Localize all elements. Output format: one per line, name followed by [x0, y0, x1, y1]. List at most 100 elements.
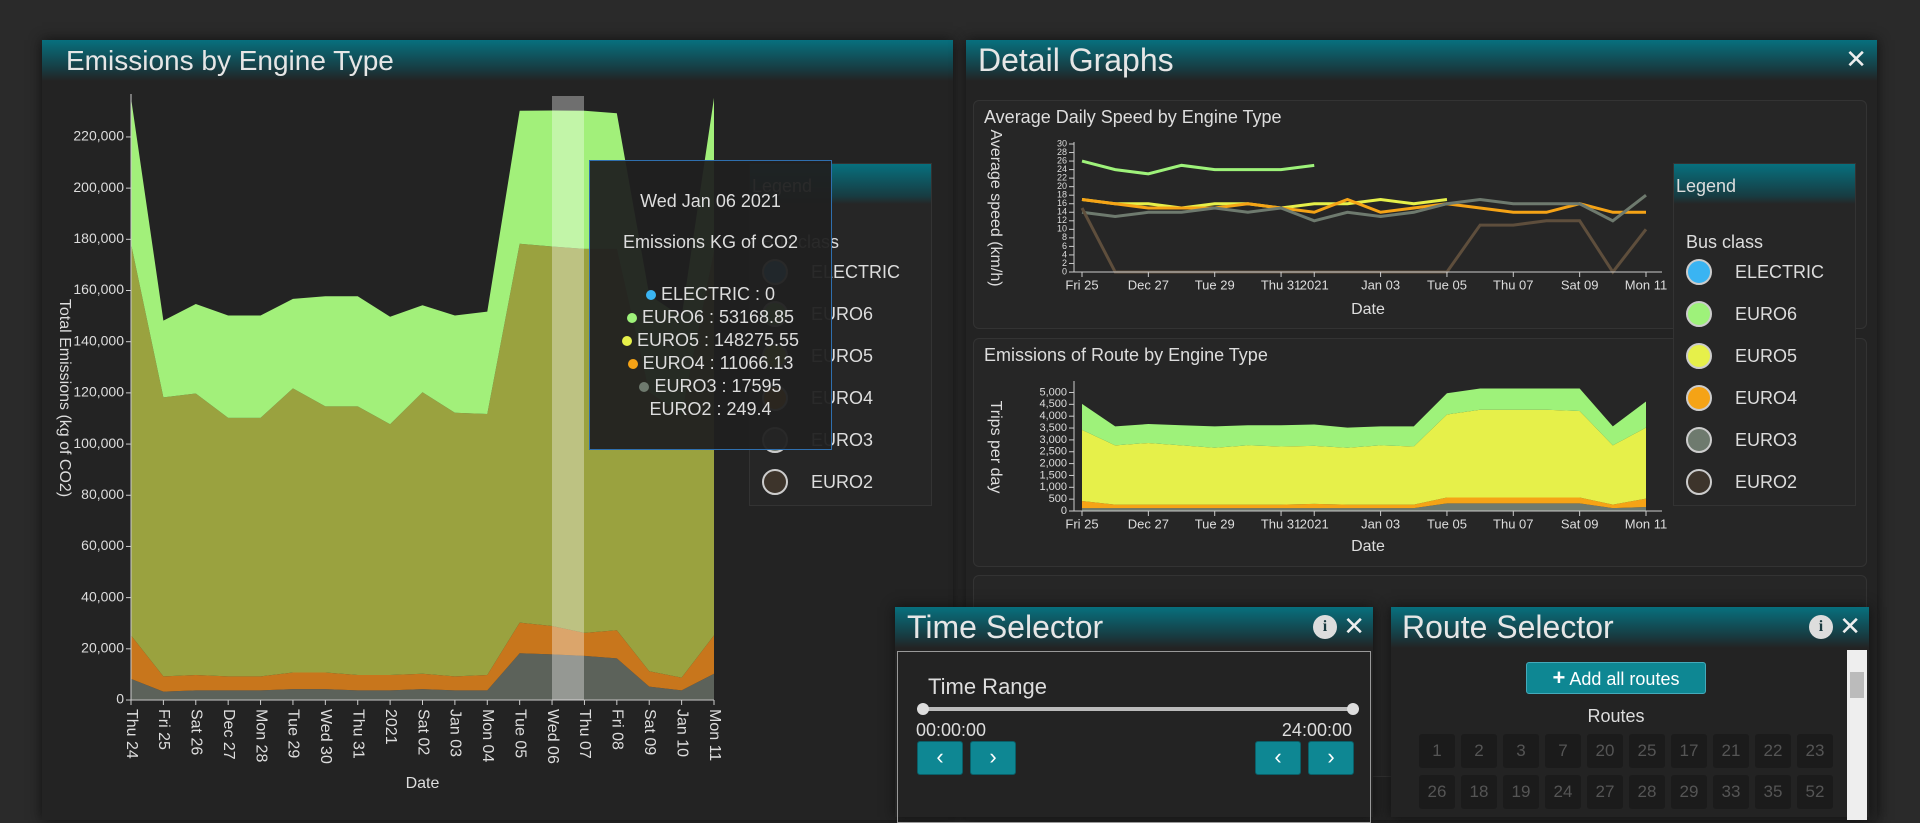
x-tick-label: Tue 29	[1195, 516, 1235, 531]
x-axis-title: Date	[1351, 538, 1385, 555]
route-button[interactable]: 23	[1797, 734, 1833, 768]
prev-button[interactable]: ‹	[917, 741, 963, 775]
route-button[interactable]: 28	[1629, 775, 1665, 809]
route-button[interactable]: 27	[1587, 775, 1623, 809]
legend-label: EURO2	[1735, 467, 1797, 497]
x-tick-label: Sat 09	[1561, 277, 1599, 292]
legend-label: EURO4	[1735, 383, 1797, 413]
legend-marker	[1686, 385, 1712, 411]
end-time: 24:00:00	[1282, 720, 1352, 741]
tooltip-text: EURO2 : 249.4	[649, 399, 771, 419]
x-tick-label: Jan 10	[673, 709, 690, 757]
route-button[interactable]: 26	[1419, 775, 1455, 809]
y-tick-label: 200,000	[73, 179, 124, 195]
x-tick-label: Thu 07	[576, 709, 593, 759]
tooltip: Wed Jan 06 2021 Emissions KG of CO2 ELEC…	[589, 160, 832, 450]
area	[1082, 410, 1646, 505]
y-tick-label: 100,000	[73, 435, 124, 451]
x-axis-title: Date	[1351, 301, 1385, 318]
x-tick-label: Jan 03	[1361, 277, 1400, 292]
y-axis-title: Total Emissions (kg of CO2)	[56, 299, 73, 497]
route-button[interactable]: 17	[1671, 734, 1707, 768]
tooltip-marker	[627, 313, 637, 323]
scrollbar[interactable]	[1847, 650, 1867, 820]
route-button[interactable]: 20	[1587, 734, 1623, 768]
tooltip-text: EURO6 : 53168.85	[642, 307, 794, 327]
slider-track[interactable]	[922, 707, 1352, 711]
route-button[interactable]: 24	[1545, 775, 1581, 809]
close-button[interactable]: ✕	[1343, 611, 1365, 642]
x-tick-label: Dec 27	[1128, 516, 1169, 531]
route-button[interactable]: 3	[1503, 734, 1539, 768]
legend-label: EURO3	[1735, 425, 1797, 455]
route-button[interactable]: 2	[1461, 734, 1497, 768]
route-button[interactable]: 1	[1419, 734, 1455, 768]
x-tick-label: Sat 09	[1561, 516, 1599, 531]
chart-title: Emissions of Route by Engine Type	[984, 345, 1268, 365]
x-tick-label: Dec 27	[220, 709, 237, 760]
x-tick-label: Fri 25	[1065, 277, 1098, 292]
route-button[interactable]: 35	[1755, 775, 1791, 809]
info-icon[interactable]: i	[1809, 615, 1833, 639]
time-body: Time Range 00:00:00 24:00:00 ‹ › ‹ ›	[897, 651, 1371, 823]
x-tick-label: Wed 30	[317, 709, 334, 764]
legend-label: EURO2	[811, 467, 873, 497]
y-tick-label: 4,000	[1039, 410, 1067, 422]
tooltip-row: EURO3 : 17595	[590, 375, 831, 398]
y-tick-label: 4,500	[1039, 398, 1067, 410]
close-button[interactable]: ✕	[1839, 611, 1861, 642]
info-icon[interactable]: i	[1313, 615, 1337, 639]
slider-thumb[interactable]	[917, 703, 929, 715]
route-selector: Route Selector i ✕ + Add all routes Rout…	[1391, 607, 1869, 817]
y-tick-label: 8	[1062, 232, 1067, 242]
x-tick-label: Jan 03	[447, 709, 464, 757]
panel-title: Route Selector	[1391, 607, 1869, 648]
x-tick-label: 2021	[382, 709, 399, 745]
route-button[interactable]: 19	[1503, 775, 1539, 809]
route-button[interactable]: 33	[1713, 775, 1749, 809]
y-axis-title: Average speed (km/h)	[987, 129, 1004, 286]
next-button[interactable]: ›	[970, 741, 1016, 775]
tooltip-title: Wed Jan 06 2021	[590, 191, 831, 212]
slider-thumb[interactable]	[1347, 703, 1359, 715]
add-all-button[interactable]: + Add all routes	[1526, 662, 1706, 694]
route-button[interactable]: 18	[1461, 775, 1497, 809]
y-tick-label: 5,000	[1039, 386, 1067, 398]
route-button[interactable]: 21	[1713, 734, 1749, 768]
legend-label: EURO6	[1735, 299, 1797, 329]
route-button[interactable]: 7	[1545, 734, 1581, 768]
y-tick-label: 20,000	[81, 640, 124, 656]
x-tick-label: Dec 27	[1128, 277, 1169, 292]
route-button[interactable]: 25	[1629, 734, 1665, 768]
tooltip-row: EURO5 : 148275.55	[590, 329, 831, 352]
x-tick-label: Thu 07	[1493, 277, 1533, 292]
route-button[interactable]: 22	[1755, 734, 1791, 768]
legend-marker	[1686, 427, 1712, 453]
scroll-thumb[interactable]	[1850, 672, 1864, 698]
x-tick-label: Thu 24	[123, 709, 140, 759]
route-button[interactable]: 29	[1671, 775, 1707, 809]
legend-title: Legend	[1674, 164, 1855, 204]
tooltip-row: EURO2 : 249.4	[590, 398, 831, 421]
x-tick-label: Mon 04	[479, 709, 496, 762]
tooltip-subtitle: Emissions KG of CO2	[590, 232, 831, 253]
y-tick-label: 28	[1057, 147, 1067, 157]
tooltip-marker	[639, 382, 649, 392]
next-button[interactable]: ›	[1308, 741, 1354, 775]
x-tick-label: Tue 05	[1427, 516, 1467, 531]
route-button[interactable]: 52	[1797, 775, 1833, 809]
y-tick-label: 3,000	[1039, 434, 1067, 446]
y-tick-label: 0	[116, 691, 124, 707]
x-tick-label: 2021	[1300, 516, 1329, 531]
tooltip-text: ELECTRIC : 0	[661, 284, 775, 304]
prev-button[interactable]: ‹	[1255, 741, 1301, 775]
tooltip-marker	[628, 359, 638, 369]
x-tick-label: Mon 11	[1625, 277, 1667, 292]
y-tick-label: 14	[1057, 207, 1067, 217]
chart-title: Average Daily Speed by Engine Type	[984, 107, 1282, 127]
y-tick-label: 0	[1061, 505, 1067, 517]
y-tick-label: 20	[1057, 181, 1067, 191]
y-tick-label: 60,000	[81, 537, 124, 553]
y-tick-label: 160,000	[73, 281, 124, 297]
